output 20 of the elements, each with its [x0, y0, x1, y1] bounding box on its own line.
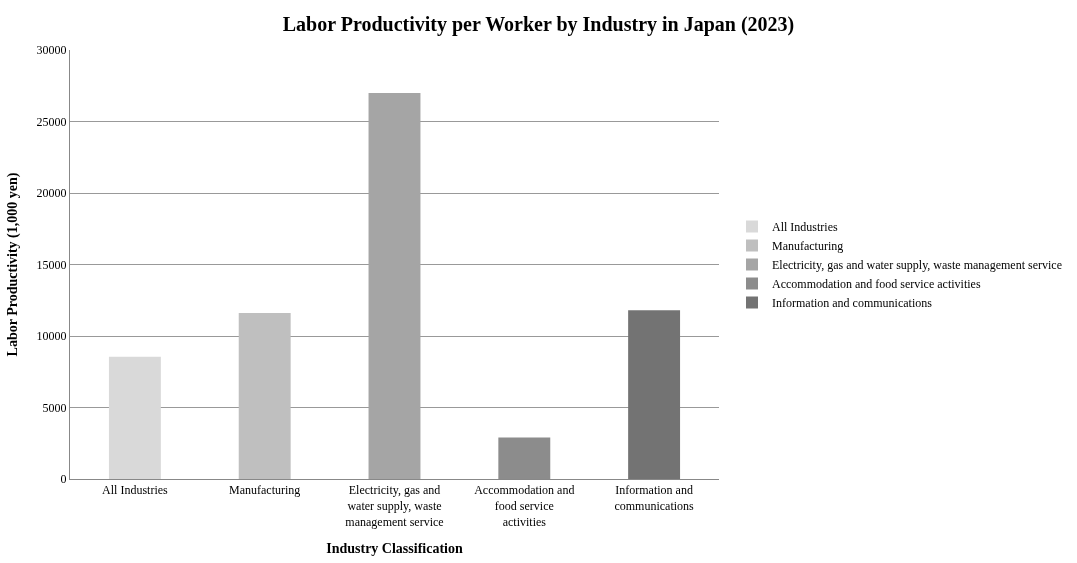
x-tick-label: Information and communications [614, 483, 695, 513]
x-tick-label: Electricity, gas and water supply, waste management service [345, 483, 444, 529]
x-tick-label: Manufacturing [229, 483, 301, 498]
legend-label: Accommodation and food service activities [771, 277, 981, 292]
y-tick-label: 5000 [42, 400, 67, 415]
y-tick-label: 30000 [36, 43, 67, 58]
x-tick-label: All Industries [102, 483, 169, 498]
y-tick-label: 25000 [36, 114, 67, 129]
y-tick-label: 0 [60, 472, 67, 487]
legend-label: All Industries [771, 220, 838, 235]
y-tick-label: 10000 [36, 329, 67, 344]
chart-title: Labor Productivity per Worker by Industry in Japan (2023) [282, 12, 795, 36]
x-tick-label: Accommodation and food service activities [474, 483, 575, 529]
y-axis-title: Labor Productivity (1,000 yen) [5, 172, 22, 357]
y-tick-label: 20000 [36, 186, 67, 201]
legend-label: Manufacturing [771, 239, 844, 254]
y-tick-label: 15000 [36, 257, 67, 272]
x-axis-title: Industry Classification [326, 540, 463, 556]
legend-label: Information and communications [771, 296, 933, 311]
legend-label: Electricity, gas and water supply, waste management service [771, 258, 1062, 273]
